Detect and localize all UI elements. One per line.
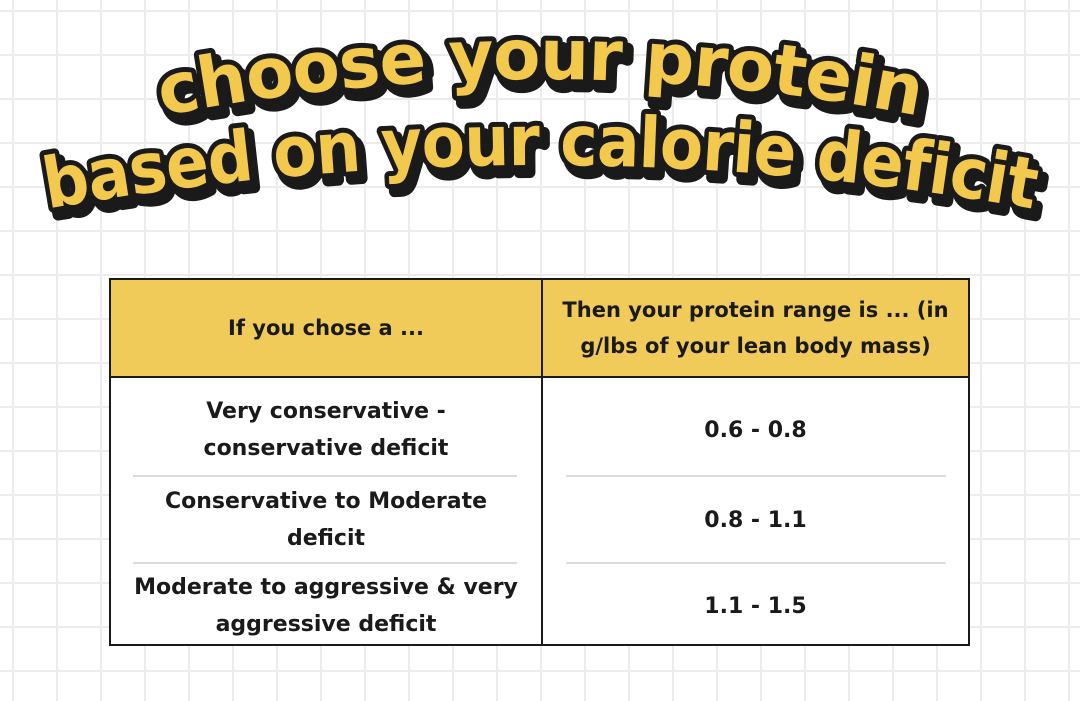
table-row-2-range: 0.8 - 1.1 (704, 507, 807, 533)
table-row-1-range: 0.6 - 0.8 (704, 417, 807, 443)
table-row-3-deficit: Moderate to aggressive & very aggressive… (134, 575, 518, 637)
page-title: choose your protein choose your protein … (32, 9, 1056, 239)
header-deficit: If you chose a ... (228, 316, 424, 340)
row-separator (133, 562, 517, 564)
row-separator (566, 562, 946, 564)
table-row-3-range: 1.1 - 1.5 (704, 593, 807, 619)
table-row-1-deficit: Very conservative - conservative deficit (203, 399, 449, 461)
header-protein-range: Then your protein range is ... (in g/lbs… (562, 298, 949, 358)
protein-table: If you chose a ... Then your protein ran… (109, 278, 970, 646)
row-separator (133, 475, 517, 477)
table-header-row: If you chose a ... Then your protein ran… (111, 280, 968, 378)
column-divider (541, 280, 543, 644)
row-separator (566, 475, 946, 477)
table-row-2-deficit: Conservative to Moderate deficit (164, 489, 488, 551)
